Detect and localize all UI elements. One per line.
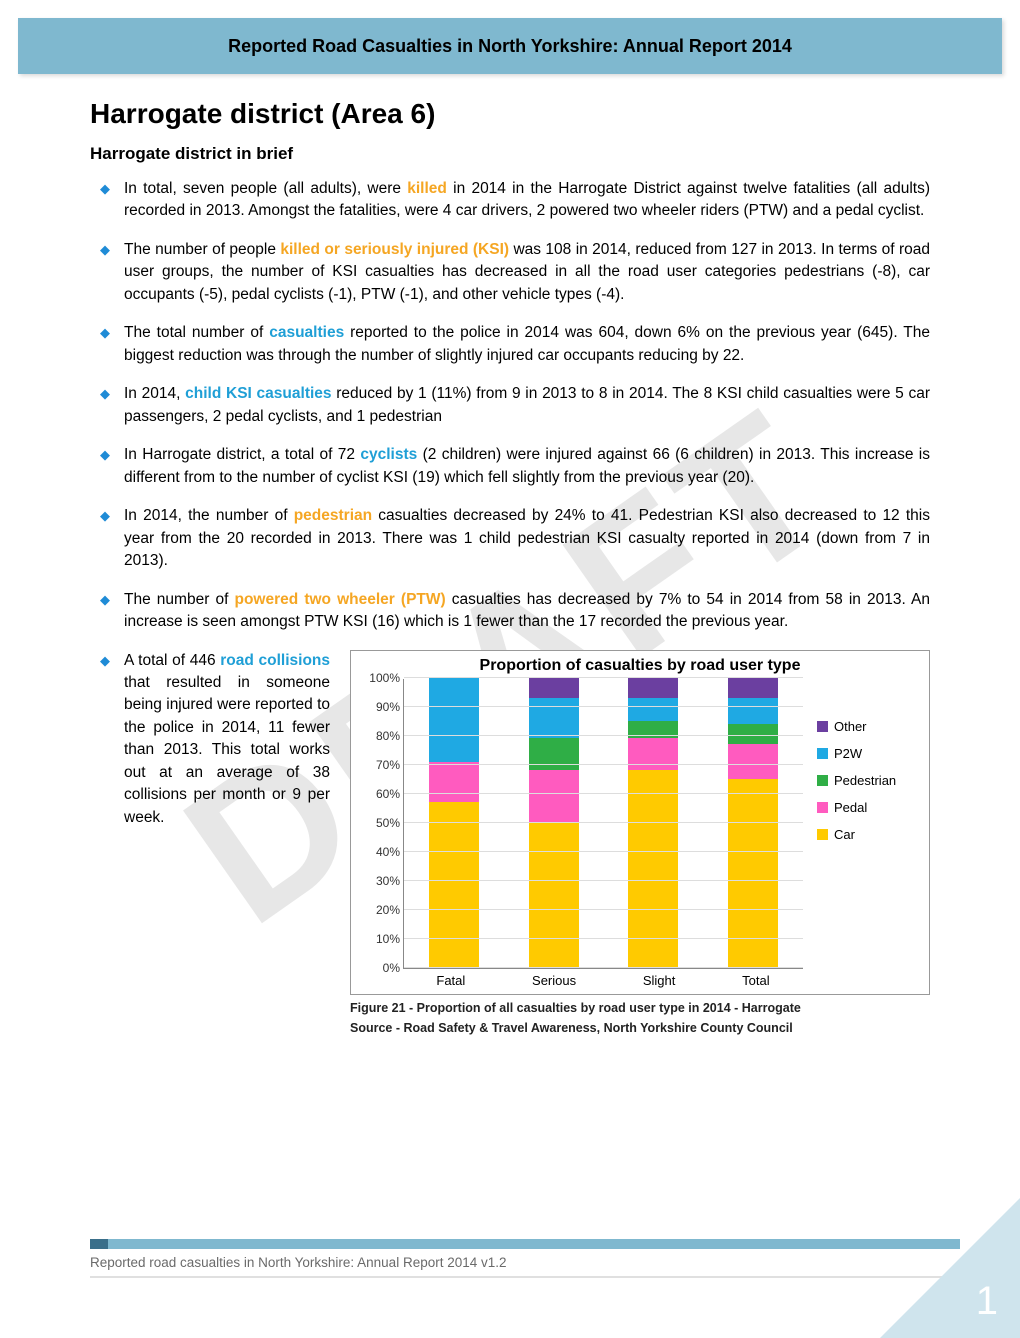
chart-caption-figure: Figure 21 - Proportion of all casualties…: [350, 1001, 930, 1015]
chart-x-labels: Fatal Serious Slight Total: [403, 969, 803, 994]
chart-box: Proportion of casualties by road user ty…: [350, 650, 930, 995]
chart-bar-segment: [529, 738, 579, 770]
highlight-term: powered two wheeler (PTW): [234, 591, 445, 608]
brief-bullet: In total, seven people (all adults), wer…: [124, 178, 930, 223]
brief-bullet: In Harrogate district, a total of 72 cyc…: [124, 444, 930, 489]
chart-xlabel: Total: [742, 973, 769, 988]
chart-caption-source: Source - Road Safety & Travel Awareness,…: [350, 1021, 930, 1035]
legend-label: Pedestrian: [834, 773, 896, 788]
highlight-term: killed: [407, 180, 447, 197]
legend-item: Car: [817, 827, 896, 842]
chart-gridline: [404, 822, 803, 823]
legend-label: Car: [834, 827, 855, 842]
brief-bullet: In 2014, child KSI casualties reduced by…: [124, 383, 930, 428]
legend-swatch: [817, 748, 828, 759]
chart-bar-segment: [728, 779, 778, 968]
legend-item: Pedestrian: [817, 773, 896, 788]
chart-gridline: [404, 909, 803, 910]
brief-bullet: The number of powered two wheeler (PTW) …: [124, 589, 930, 634]
chart-gridline: [404, 793, 803, 794]
legend-item: Other: [817, 719, 896, 734]
chart-bar: [529, 678, 579, 968]
chart-ytick: 20%: [360, 903, 400, 917]
chart-gridline: [404, 677, 803, 678]
footer-text: Reported road casualties in North Yorksh…: [90, 1253, 960, 1278]
chart-plot-area: 0%10%20%30%40%50%60%70%80%90%100%: [403, 679, 803, 969]
chart-bar: [628, 678, 678, 968]
chart-title: Proportion of casualties by road user ty…: [359, 657, 921, 675]
chart-bar-segment: [429, 678, 479, 762]
legend-label: Pedal: [834, 800, 867, 815]
chart-ytick: 90%: [360, 700, 400, 714]
legend-swatch: [817, 802, 828, 813]
chart-ytick: 30%: [360, 874, 400, 888]
chart-gridline: [404, 706, 803, 707]
chart-gridline: [404, 938, 803, 939]
side-bullet: A total of 446 road collisions that resu…: [124, 650, 330, 830]
brief-bullet: In 2014, the number of pedestrian casual…: [124, 505, 930, 572]
page-corner-triangle: [880, 1198, 1020, 1338]
chart-bar-segment: [728, 744, 778, 779]
chart-gridline: [404, 735, 803, 736]
chart-ytick: 80%: [360, 729, 400, 743]
legend-swatch: [817, 721, 828, 732]
chart-xlabel: Fatal: [436, 973, 465, 988]
chart-bar-segment: [529, 698, 579, 739]
chart-gridline: [404, 851, 803, 852]
chart-bar-segment: [628, 698, 678, 721]
chart-bar: [728, 678, 778, 968]
highlight-term: killed or seriously injured (KSI): [280, 241, 509, 258]
legend-swatch: [817, 829, 828, 840]
chart-ytick: 70%: [360, 758, 400, 772]
highlight-term: road collisions: [220, 652, 330, 669]
chart-bar-segment: [529, 678, 579, 698]
chart-bar-segment: [728, 678, 778, 698]
highlight-term: cyclists: [360, 446, 417, 463]
highlight-term: child KSI casualties: [185, 385, 331, 402]
chart-ytick: 50%: [360, 816, 400, 830]
legend-swatch: [817, 775, 828, 786]
page-footer: Reported road casualties in North Yorksh…: [90, 1239, 960, 1278]
legend-label: Other: [834, 719, 867, 734]
chart-gridline: [404, 880, 803, 881]
chart-ytick: 0%: [360, 961, 400, 975]
legend-item: P2W: [817, 746, 896, 761]
chart-legend: Other P2W Pedestrian Pedal Car: [817, 719, 896, 994]
chart-bar-segment: [429, 802, 479, 967]
chart-bar-segment: [628, 721, 678, 738]
legend-item: Pedal: [817, 800, 896, 815]
highlight-term: pedestrian: [294, 507, 372, 524]
brief-bullet: The total number of casualties reported …: [124, 322, 930, 367]
report-header-band: Reported Road Casualties in North Yorksh…: [18, 18, 1002, 74]
page-number: 1: [976, 1279, 998, 1324]
chart-bar-segment: [628, 678, 678, 698]
chart-bar: [429, 678, 479, 968]
chart-xlabel: Serious: [532, 973, 576, 988]
footer-accent-bar: [90, 1239, 960, 1249]
chart-container: Proportion of casualties by road user ty…: [350, 650, 930, 1035]
chart-xlabel: Slight: [643, 973, 676, 988]
report-header-title: Reported Road Casualties in North Yorksh…: [228, 36, 792, 57]
legend-label: P2W: [834, 746, 862, 761]
page-title: Harrogate district (Area 6): [90, 98, 930, 130]
brief-list: In total, seven people (all adults), wer…: [90, 178, 930, 634]
highlight-term: casualties: [269, 324, 344, 341]
side-bullet-list: A total of 446 road collisions that resu…: [90, 650, 330, 830]
chart-bar-segment: [728, 698, 778, 724]
chart-bar-segment: [529, 823, 579, 968]
chart-gridline: [404, 764, 803, 765]
chart-bar-segment: [429, 762, 479, 803]
chart-gridline: [404, 967, 803, 968]
chart-ytick: 60%: [360, 787, 400, 801]
chart-ytick: 40%: [360, 845, 400, 859]
chart-bar-segment: [529, 770, 579, 822]
chart-bar-segment: [628, 738, 678, 770]
section-subtitle: Harrogate district in brief: [90, 144, 930, 164]
brief-bullet: The number of people killed or seriously…: [124, 239, 930, 306]
chart-ytick: 10%: [360, 932, 400, 946]
chart-ytick: 100%: [360, 671, 400, 685]
